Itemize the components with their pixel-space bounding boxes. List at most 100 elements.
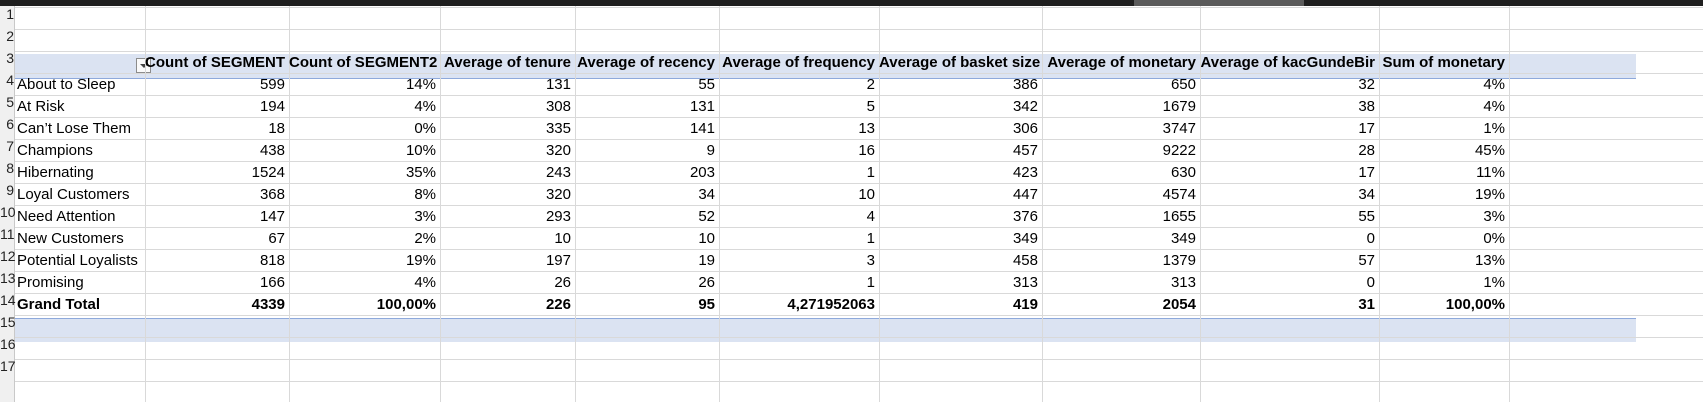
pivot-cell[interactable]: 1 [866, 274, 875, 291]
row-number[interactable]: 8 [6, 160, 14, 176]
pivot-cell[interactable]: 1% [1483, 120, 1505, 137]
pivot-cell[interactable]: 35% [405, 164, 436, 181]
pivot-cell[interactable]: 3747 [1162, 120, 1196, 137]
pivot-row-label[interactable]: Hibernating [17, 164, 94, 181]
pivot-cell[interactable]: 1 [866, 164, 875, 181]
grand-total-cell[interactable]: 100,00% [1445, 296, 1505, 313]
pivot-cell[interactable]: 19% [405, 252, 436, 269]
pivot-cell[interactable]: 38 [1358, 98, 1375, 115]
pivot-cell[interactable]: 650 [1170, 76, 1196, 93]
pivot-cell[interactable]: 203 [689, 164, 715, 181]
row-header-strip[interactable]: 1 2 3 4 5 6 7 8 9 10 11 12 13 14 15 16 17 [0, 6, 16, 402]
pivot-cell[interactable]: 5 [866, 98, 875, 115]
pivot-cell[interactable]: 457 [1012, 142, 1038, 159]
pivot-column-header[interactable]: Count of SEGMENT2 [289, 54, 438, 71]
pivot-cell[interactable]: 0% [414, 120, 436, 137]
pivot-cell[interactable]: 308 [545, 98, 571, 115]
row-number[interactable]: 13 [0, 270, 16, 286]
pivot-cell[interactable]: 2 [866, 76, 875, 93]
pivot-cell[interactable]: 28 [1358, 142, 1375, 159]
pivot-cell[interactable]: 0 [1366, 230, 1375, 247]
pivot-cell[interactable]: 376 [1012, 208, 1038, 225]
pivot-cell[interactable]: 4% [1483, 98, 1505, 115]
pivot-column-header[interactable]: Average of basket size [879, 54, 1041, 71]
grand-total-cell[interactable]: 226 [545, 296, 571, 313]
pivot-cell[interactable]: 10 [554, 230, 571, 247]
row-number[interactable]: 3 [6, 50, 14, 66]
pivot-cell[interactable]: 4% [414, 274, 436, 291]
pivot-cell[interactable]: 1655 [1162, 208, 1196, 225]
pivot-column-header[interactable]: Average of frequency [722, 54, 875, 71]
pivot-cell[interactable]: 438 [259, 142, 285, 159]
pivot-cell[interactable]: 9222 [1162, 142, 1196, 159]
pivot-cell[interactable]: 131 [689, 98, 715, 115]
pivot-cell[interactable]: 2% [414, 230, 436, 247]
pivot-cell[interactable]: 166 [259, 274, 285, 291]
pivot-column-header[interactable]: Average of tenure [444, 54, 571, 71]
pivot-cell[interactable]: 67 [268, 230, 285, 247]
pivot-cell[interactable]: 9 [706, 142, 715, 159]
pivot-cell[interactable]: 194 [259, 98, 285, 115]
pivot-cell[interactable]: 32 [1358, 76, 1375, 93]
pivot-row-label[interactable]: Loyal Customers [17, 186, 130, 203]
row-number[interactable]: 16 [0, 336, 16, 352]
grand-total-cell[interactable]: 95 [698, 296, 715, 313]
pivot-cell[interactable]: 3% [1483, 208, 1505, 225]
pivot-cell[interactable]: 11% [1476, 164, 1505, 181]
row-number[interactable]: 7 [6, 138, 14, 154]
row-number[interactable]: 14 [0, 292, 16, 308]
pivot-column-header[interactable]: Average of kacGundeBir [1200, 54, 1376, 71]
pivot-cell[interactable]: 342 [1012, 98, 1038, 115]
pivot-column-header[interactable]: Average of recency [577, 54, 715, 71]
pivot-row-label[interactable]: Need Attention [17, 208, 116, 225]
pivot-cell[interactable]: 1% [1483, 274, 1505, 291]
pivot-row-label[interactable]: Can’t Lose Them [17, 120, 131, 137]
pivot-row-label[interactable]: About to Sleep [17, 76, 116, 93]
pivot-cell[interactable]: 34 [1358, 186, 1375, 203]
pivot-cell[interactable]: 4% [1483, 76, 1505, 93]
row-number[interactable]: 10 [0, 204, 16, 220]
pivot-row-label[interactable]: Champions [17, 142, 93, 159]
pivot-cell[interactable]: 313 [1012, 274, 1038, 291]
grand-total-cell[interactable]: 4,271952063 [787, 296, 875, 313]
pivot-column-header[interactable]: Sum of monetary [1382, 54, 1505, 71]
pivot-cell[interactable]: 45% [1474, 142, 1505, 159]
pivot-cell[interactable]: 3 [866, 252, 875, 269]
pivot-column-header[interactable]: Count of SEGMENT [145, 54, 285, 71]
pivot-cell[interactable]: 320 [545, 186, 571, 203]
pivot-cell[interactable]: 19% [1474, 186, 1505, 203]
row-number[interactable]: 5 [6, 94, 14, 110]
column-header-bar[interactable] [0, 0, 1703, 6]
pivot-cell[interactable]: 13% [1474, 252, 1505, 269]
pivot-cell[interactable]: 10 [858, 186, 875, 203]
pivot-cell[interactable]: 0% [1483, 230, 1505, 247]
pivot-cell[interactable]: 34 [698, 186, 715, 203]
pivot-cell[interactable]: 1379 [1162, 252, 1196, 269]
pivot-cell[interactable]: 320 [545, 142, 571, 159]
grand-total-cell[interactable]: 2054 [1162, 296, 1196, 313]
pivot-cell[interactable]: 447 [1012, 186, 1038, 203]
pivot-cell[interactable]: 818 [259, 252, 285, 269]
pivot-cell[interactable]: 368 [259, 186, 285, 203]
pivot-cell[interactable]: 3% [414, 208, 436, 225]
grand-total-label[interactable]: Grand Total [17, 296, 101, 313]
pivot-row-label[interactable]: At Risk [17, 98, 65, 115]
pivot-cell[interactable]: 4574 [1162, 186, 1196, 203]
pivot-cell[interactable]: 13 [858, 120, 875, 137]
pivot-cell[interactable]: 1679 [1162, 98, 1196, 115]
row-number[interactable]: 1 [6, 6, 14, 22]
row-number[interactable]: 6 [6, 116, 14, 132]
pivot-cell[interactable]: 26 [554, 274, 571, 291]
pivot-cell[interactable]: 8% [414, 186, 436, 203]
pivot-cell[interactable]: 147 [259, 208, 285, 225]
spreadsheet-grid[interactable]: Count of SEGMENT Count of SEGMENT2 Average… [15, 6, 1703, 402]
pivot-column-header[interactable]: Average of monetary [1047, 54, 1196, 71]
pivot-cell[interactable]: 1 [866, 230, 875, 247]
pivot-cell[interactable]: 335 [545, 120, 571, 137]
pivot-cell[interactable]: 17 [1358, 120, 1375, 137]
pivot-cell[interactable]: 131 [545, 76, 571, 93]
pivot-cell[interactable]: 1524 [251, 164, 285, 181]
pivot-cell[interactable]: 55 [1358, 208, 1375, 225]
pivot-cell[interactable]: 17 [1358, 164, 1375, 181]
row-number[interactable]: 2 [6, 28, 14, 44]
